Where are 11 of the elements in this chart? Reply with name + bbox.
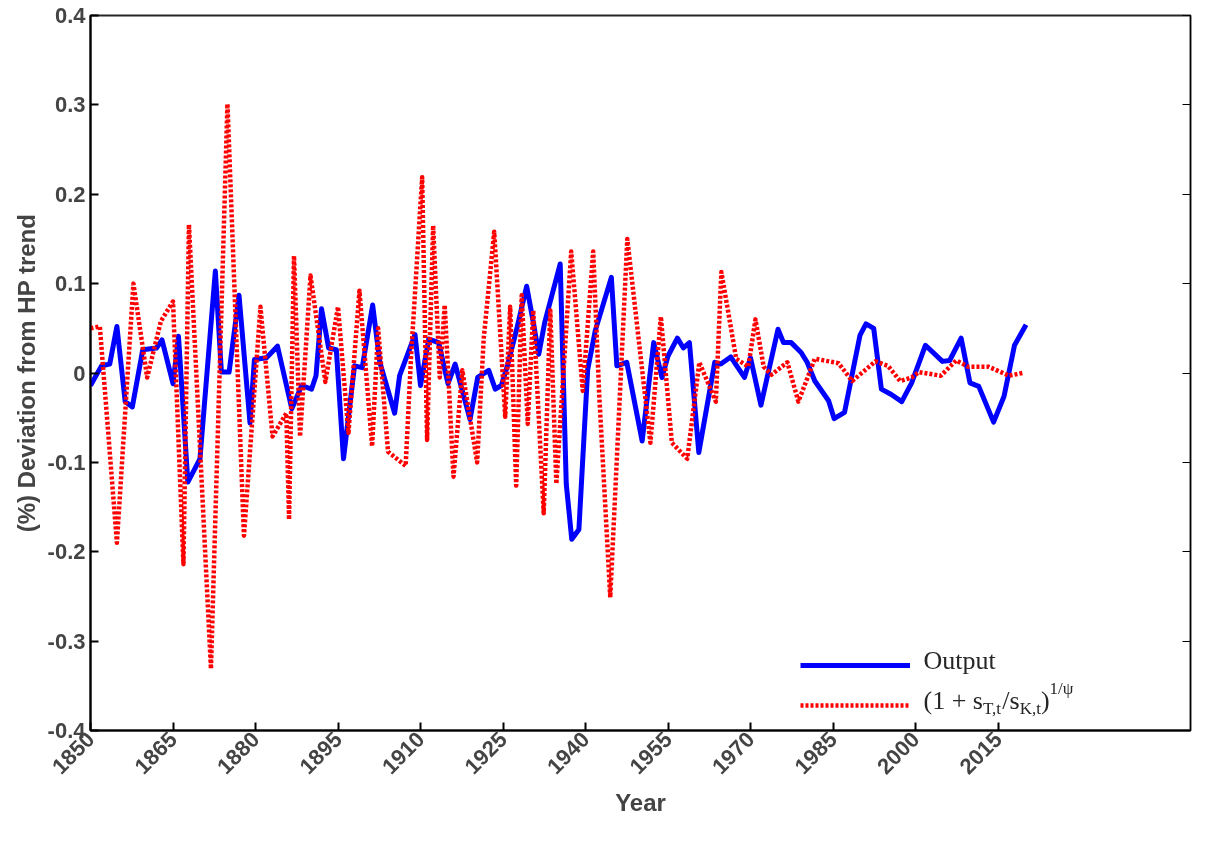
x-axis-title: Year [615,788,666,816]
y-tick-label: 0.4 [54,3,87,28]
y-tick-label: -0.2 [47,539,86,565]
y-tick-label: 0.3 [54,92,86,118]
y-axis-title: (%) Deviation from HP trend [12,214,40,533]
y-tick-label: 0.1 [54,271,86,297]
y-tick-label: 0.2 [54,181,86,207]
legend-label: Output [923,646,997,675]
y-tick-label: 0 [73,360,86,386]
y-tick-label: -0.1 [47,449,86,475]
y-tick-label: -0.3 [47,628,86,654]
